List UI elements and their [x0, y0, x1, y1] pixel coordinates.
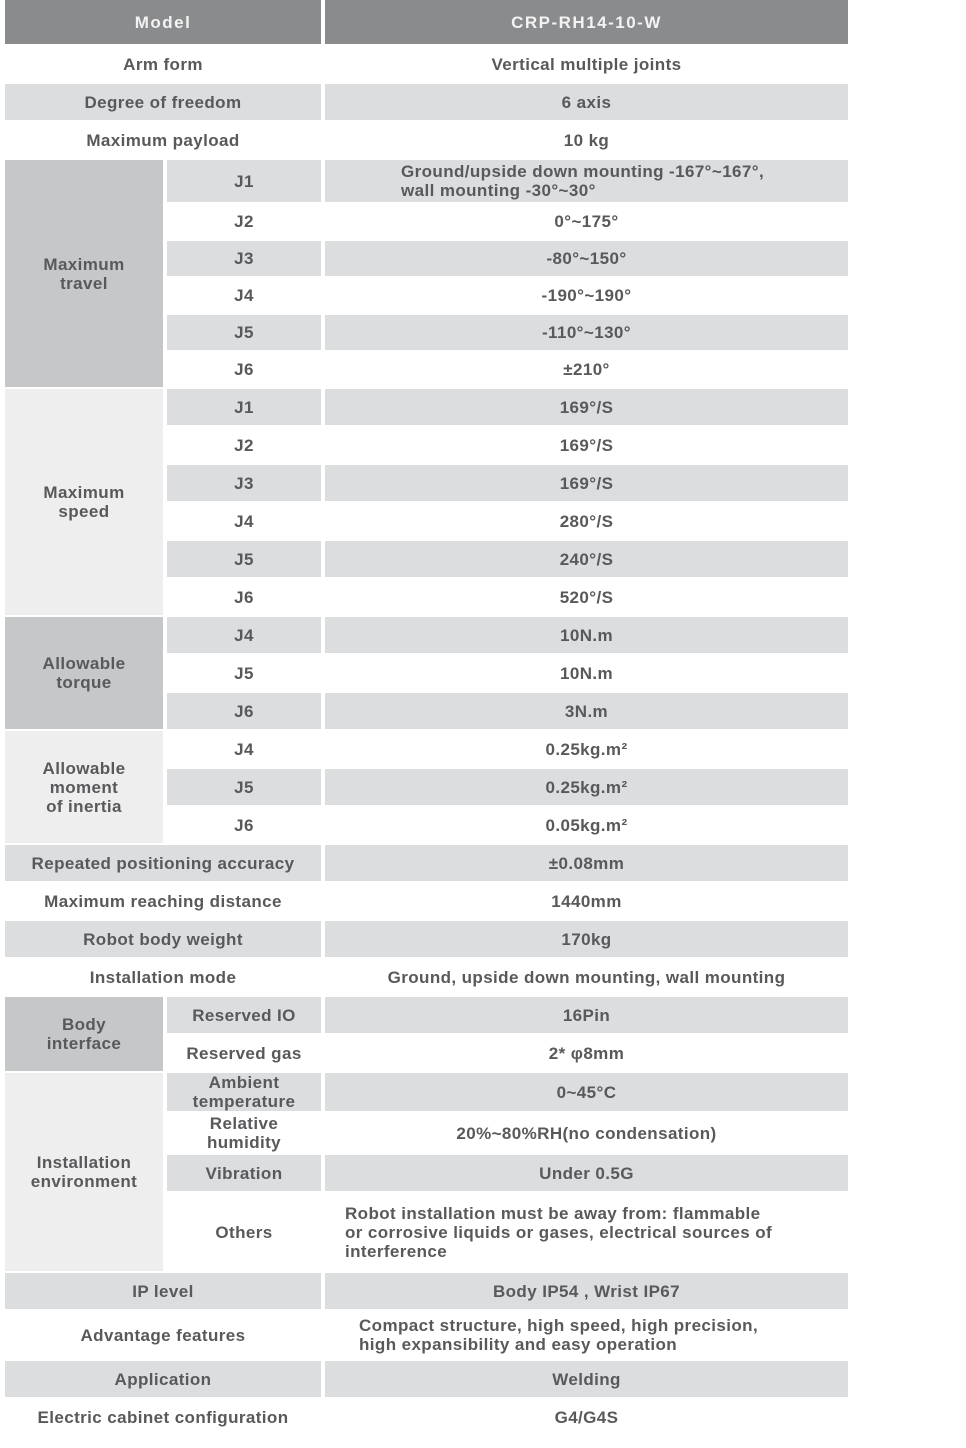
torque-j5-value: 10N.m	[325, 655, 848, 691]
ambient-temperature-label: Ambient temperature	[167, 1073, 321, 1111]
speed-j4-joint: J4	[167, 503, 321, 539]
speed-j6-value: 520°/S	[325, 579, 848, 615]
travel-j1-value: Ground/upside down mounting -167°~167°, …	[325, 160, 848, 202]
reserved-io-label: Reserved IO	[167, 997, 321, 1033]
electric-cabinet-value: G4/G4S	[325, 1399, 848, 1435]
reserved-gas-value: 2* φ8mm	[325, 1035, 848, 1071]
speed-j4-value: 280°/S	[325, 503, 848, 539]
inertia-j6-value: 0.05kg.m²	[325, 807, 848, 843]
speed-j5-value: 240°/S	[325, 541, 848, 577]
section-bottom: IP level Body IP54 , Wrist IP67 Advantag…	[5, 1273, 848, 1435]
reserved-gas-label: Reserved gas	[167, 1035, 321, 1071]
torque-j5-joint: J5	[167, 655, 321, 691]
allowable-inertia-group-label: Allowable moment of inertia	[5, 731, 163, 843]
application-value: Welding	[325, 1361, 848, 1397]
torque-j6-joint: J6	[167, 693, 321, 729]
installation-mode-label: Installation mode	[5, 959, 321, 995]
vibration-value: Under 0.5G	[325, 1155, 848, 1191]
inertia-j4-value: 0.25kg.m²	[325, 731, 848, 767]
arm-form-label: Arm form	[5, 46, 321, 82]
speed-j2-joint: J2	[167, 427, 321, 463]
speed-j1-value: 169°/S	[325, 389, 848, 425]
travel-j3-joint: J3	[167, 241, 321, 276]
electric-cabinet-label: Electric cabinet configuration	[5, 1399, 321, 1435]
travel-j5-value: -110°~130°	[325, 315, 848, 350]
section-maximum-speed: Maximum speed J1 169°/S J2 169°/S J3 169…	[5, 389, 848, 615]
arm-form-value: Vertical multiple joints	[325, 46, 848, 82]
robot-spec-table: Model CRP-RH14-10-W Arm form Vertical mu…	[5, 0, 848, 1437]
inertia-j6-joint: J6	[167, 807, 321, 843]
reaching-distance-label: Maximum reaching distance	[5, 883, 321, 919]
positioning-accuracy-label: Repeated positioning accuracy	[5, 845, 321, 881]
others-label: Others	[167, 1193, 321, 1271]
body-weight-label: Robot body weight	[5, 921, 321, 957]
speed-j6-joint: J6	[167, 579, 321, 615]
speed-j3-value: 169°/S	[325, 465, 848, 501]
body-weight-value: 170kg	[325, 921, 848, 957]
model-header-value: CRP-RH14-10-W	[325, 0, 848, 44]
section-allowable-inertia: Allowable moment of inertia J4 0.25kg.m²…	[5, 731, 848, 843]
speed-j5-joint: J5	[167, 541, 321, 577]
degree-of-freedom-label: Degree of freedom	[5, 84, 321, 120]
maximum-payload-value: 10 kg	[325, 122, 848, 158]
travel-j1-joint: J1	[167, 160, 321, 202]
section-body-interface: Body interface Reserved IO 16Pin Reserve…	[5, 997, 848, 1071]
travel-j6-joint: J6	[167, 352, 321, 387]
torque-j4-value: 10N.m	[325, 617, 848, 653]
maximum-travel-group-label: Maximum travel	[5, 160, 163, 387]
installation-mode-value: Ground, upside down mounting, wall mount…	[325, 959, 848, 995]
speed-j2-value: 169°/S	[325, 427, 848, 463]
section-installation-environment: Installation environment Ambient tempera…	[5, 1073, 848, 1271]
inertia-j5-joint: J5	[167, 769, 321, 805]
section-maximum-travel: Maximum travel J1 Ground/upside down mou…	[5, 160, 848, 387]
relative-humidity-value: 20%~80%RH(no condensation)	[325, 1113, 848, 1153]
degree-of-freedom-value: 6 axis	[325, 84, 848, 120]
maximum-speed-group-label: Maximum speed	[5, 389, 163, 615]
travel-j4-joint: J4	[167, 278, 321, 313]
travel-j5-joint: J5	[167, 315, 321, 350]
travel-j3-value: -80°~150°	[325, 241, 848, 276]
section-middle: Repeated positioning accuracy ±0.08mm Ma…	[5, 845, 848, 995]
application-label: Application	[5, 1361, 321, 1397]
ip-level-label: IP level	[5, 1273, 321, 1309]
reaching-distance-value: 1440mm	[325, 883, 848, 919]
section-allowable-torque: Allowable torque J4 10N.m J5 10N.m J6 3N…	[5, 617, 848, 729]
advantage-features-label: Advantage features	[5, 1311, 321, 1359]
others-value: Robot installation must be away from: fl…	[325, 1193, 848, 1271]
positioning-accuracy-value: ±0.08mm	[325, 845, 848, 881]
inertia-j5-value: 0.25kg.m²	[325, 769, 848, 805]
advantage-features-value: Compact structure, high speed, high prec…	[325, 1311, 848, 1359]
speed-j3-joint: J3	[167, 465, 321, 501]
inertia-j4-joint: J4	[167, 731, 321, 767]
relative-humidity-label: Relative humidity	[167, 1113, 321, 1153]
reserved-io-value: 16Pin	[325, 997, 848, 1033]
vibration-label: Vibration	[167, 1155, 321, 1191]
travel-j2-joint: J2	[167, 204, 321, 239]
ip-level-value: Body IP54 , Wrist IP67	[325, 1273, 848, 1309]
allowable-torque-group-label: Allowable torque	[5, 617, 163, 729]
maximum-payload-label: Maximum payload	[5, 122, 321, 158]
body-interface-group-label: Body interface	[5, 997, 163, 1071]
travel-j4-value: -190°~190°	[325, 278, 848, 313]
ambient-temperature-value: 0~45°C	[325, 1073, 848, 1111]
travel-j2-value: 0°~175°	[325, 204, 848, 239]
section-top: Model CRP-RH14-10-W Arm form Vertical mu…	[5, 0, 848, 158]
installation-environment-group-label: Installation environment	[5, 1073, 163, 1271]
model-header-label: Model	[5, 0, 321, 44]
travel-j6-value: ±210°	[325, 352, 848, 387]
speed-j1-joint: J1	[167, 389, 321, 425]
torque-j6-value: 3N.m	[325, 693, 848, 729]
torque-j4-joint: J4	[167, 617, 321, 653]
